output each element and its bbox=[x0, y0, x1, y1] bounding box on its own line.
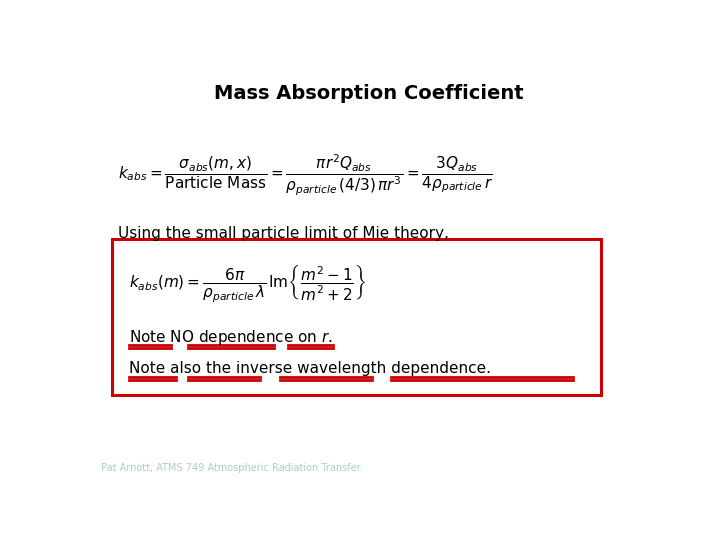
Bar bbox=[112, 239, 600, 395]
Text: $k_{abs}(m) = \dfrac{6\pi}{\rho_{particle}\,\lambda}\,\mathrm{Im}\left\{\dfrac{m: $k_{abs}(m) = \dfrac{6\pi}{\rho_{particl… bbox=[129, 262, 366, 303]
Text: Using the small particle limit of Mie theory,: Using the small particle limit of Mie th… bbox=[118, 226, 449, 241]
Text: $k_{abs} = \dfrac{\sigma_{abs}(m,x)}{\mathrm{Particle\ Mass}} = \dfrac{\pi r^2 Q: $k_{abs} = \dfrac{\sigma_{abs}(m,x)}{\ma… bbox=[118, 152, 493, 198]
Text: Note also the inverse wavelength dependence.: Note also the inverse wavelength depende… bbox=[129, 361, 491, 376]
Text: Mass Absorption Coefficient: Mass Absorption Coefficient bbox=[214, 84, 524, 103]
Text: Note NO dependence on $r$.: Note NO dependence on $r$. bbox=[129, 328, 333, 347]
Text: Pat Arnott, ATMS 749 Atmospheric Radiation Transfer: Pat Arnott, ATMS 749 Atmospheric Radiati… bbox=[101, 463, 361, 473]
